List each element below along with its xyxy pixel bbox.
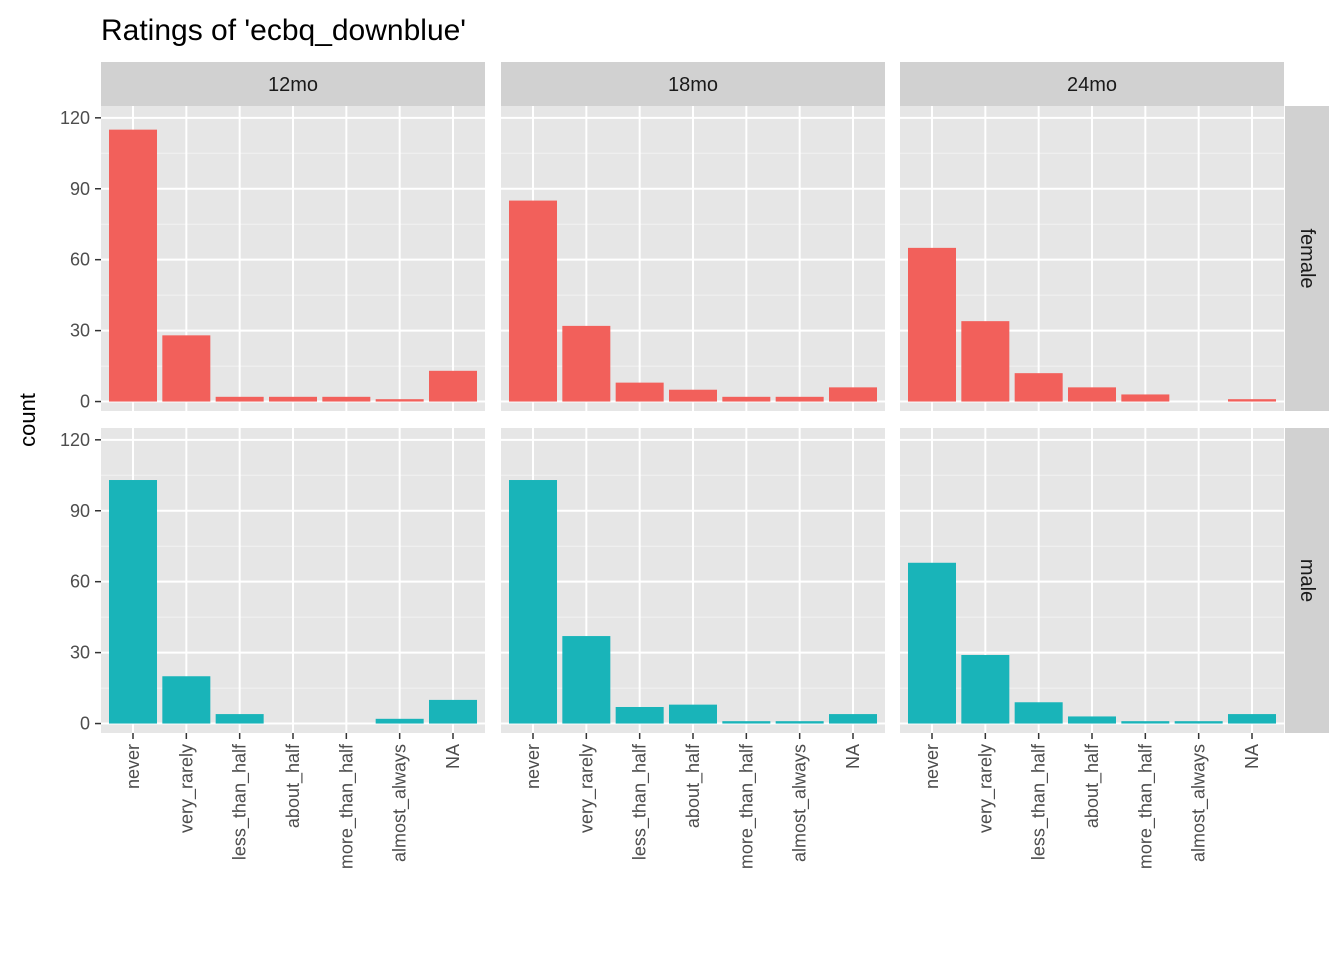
x-tick-label: NA [443,744,463,769]
x-tick-label: NA [1242,744,1262,769]
facet-strip-12mo [101,62,485,106]
bar-never [908,562,956,724]
panel-female-24mo [900,106,1284,411]
bar-almost_always [1174,721,1223,724]
x-tick-label: less_than_half [630,743,651,860]
facet-strip-label: 12mo [268,74,318,96]
facet-strip-24mo [900,62,1284,106]
y-tick-label: 30 [70,321,90,341]
bar-never [908,247,956,402]
y-tick-label: 90 [70,501,90,521]
bar-almost_always [775,721,824,724]
x-tick-label: about_half [283,743,304,828]
x-tick-label: less_than_half [1029,743,1050,860]
bar-NA [429,370,477,402]
panel-female-12mo [101,106,485,411]
x-tick-label: less_than_half [230,743,251,860]
bar-less_than_half [1014,702,1063,724]
x-tick-label: more_than_half [736,743,757,869]
bar-more_than_half [322,396,371,402]
bar-almost_always [375,399,424,402]
bar-very_rarely [961,321,1010,402]
x-tick-label: never [922,744,942,789]
bar-about_half [1068,387,1116,402]
bar-less_than_half [215,396,264,402]
x-tick-label: almost_always [790,744,811,862]
bar-NA [829,714,877,724]
bar-more_than_half [722,396,771,402]
x-tick-label: almost_always [1189,744,1210,862]
bar-about_half [669,389,717,402]
bar-never [509,480,557,724]
bar-more_than_half [722,721,771,724]
bar-almost_always [775,396,824,402]
bar-almost_always [375,718,424,724]
bar-never [109,480,157,724]
facet-strip-label: 24mo [1067,74,1117,96]
bar-more_than_half [1121,721,1170,724]
x-tick-label: very_rarely [176,744,197,833]
panel-male-12mo [101,428,485,733]
bar-NA [829,387,877,402]
facet-strip-18mo [501,62,885,106]
bar-very_rarely [562,325,611,402]
y-tick-label: 120 [60,430,90,450]
bar-very_rarely [162,676,211,724]
x-tick-label: about_half [683,743,704,828]
facet-strip-female [1285,106,1329,411]
y-axis-title: count [15,393,40,447]
facet-strip-label: male [1296,559,1318,602]
panel-male-18mo [501,428,885,733]
facet-strip-label: female [1296,228,1318,288]
x-tick-label: never [123,744,143,789]
x-tick-label: very_rarely [576,744,597,833]
panel-female-18mo [501,106,885,411]
y-tick-label: 120 [60,108,90,128]
y-tick-label: 90 [70,179,90,199]
bar-never [509,200,557,402]
x-tick-label: more_than_half [336,743,357,869]
facet-strip-male [1285,428,1329,733]
x-tick-label: never [523,744,543,789]
y-tick-label: 30 [70,643,90,663]
plot-area: 12mo 18mo 24mo female male 0 30 60 90 120 0 30 60 90 1… [60,62,1329,869]
bar-less_than_half [615,706,664,724]
bar-very_rarely [961,654,1010,724]
bar-NA [1228,399,1276,402]
bar-about_half [1068,716,1116,724]
bar-never [109,129,157,402]
x-tick-label: very_rarely [975,744,996,833]
bar-less_than_half [615,382,664,402]
x-tick-label: more_than_half [1135,743,1156,869]
x-tick-label: NA [843,744,863,769]
bar-very_rarely [562,636,611,724]
bar-NA [1228,714,1276,724]
x-tick-label: almost_always [390,744,411,862]
panel-male-24mo [900,428,1284,733]
y-tick-label: 60 [70,572,90,592]
facet-strip-label: 18mo [668,74,718,96]
bar-about_half [269,396,317,402]
bar-more_than_half [1121,394,1170,402]
bar-very_rarely [162,335,211,402]
y-tick-label: 0 [80,392,90,412]
bar-less_than_half [1014,373,1063,402]
bar-about_half [669,704,717,724]
y-tick-label: 0 [80,714,90,734]
bar-NA [429,699,477,724]
bar-less_than_half [215,714,264,724]
chart-title: Ratings of 'ecbq_downblue' [101,14,466,47]
y-tick-label: 60 [70,250,90,270]
x-tick-label: about_half [1082,743,1103,828]
